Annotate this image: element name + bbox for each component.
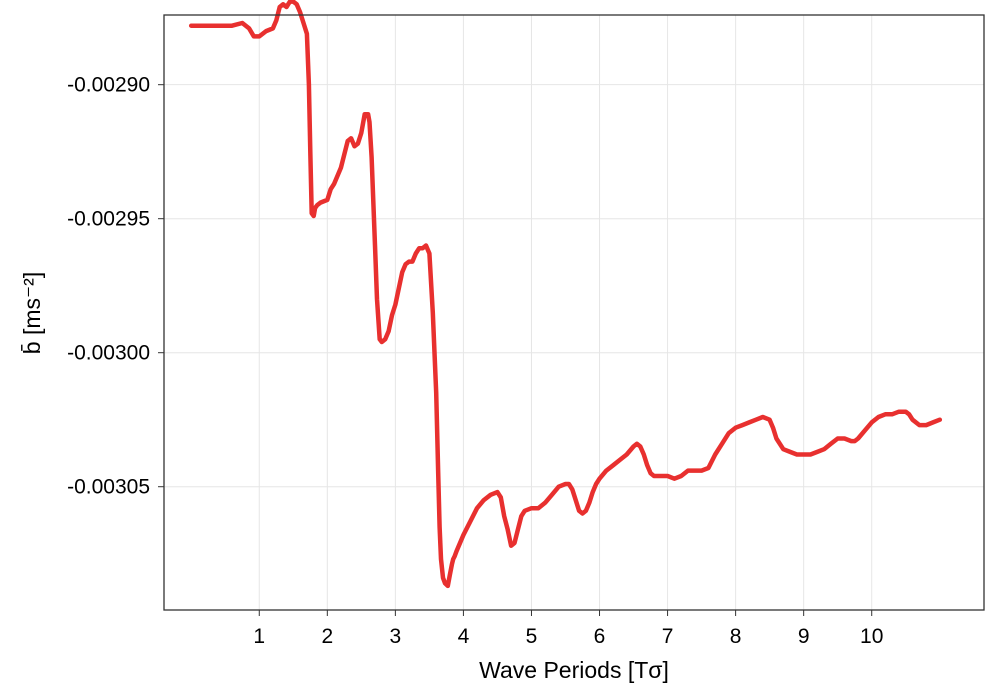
plot-frame [163, 14, 985, 611]
y-tick-label: -0.00295 [67, 208, 150, 231]
x-tick-labels: 1 2 3 4 5 6 7 8 9 10 [253, 625, 883, 648]
y-tick-labels: -0.00290 -0.00295 -0.00300 -0.00305 [67, 74, 150, 499]
x-tick-label: 10 [860, 625, 883, 648]
y-tick-label: -0.00305 [67, 476, 150, 499]
axis-ticks [158, 84, 873, 616]
x-tick-label: 4 [458, 625, 470, 648]
x-tick-label: 9 [798, 625, 810, 648]
grid-lines [164, 15, 984, 610]
plot-area [188, 0, 943, 589]
x-tick-label: 3 [390, 625, 402, 648]
x-axis-title: Wave Periods [Tσ] [479, 657, 669, 683]
x-tick-label: 5 [526, 625, 538, 648]
series-line [188, 0, 943, 589]
y-axis-title: b̄ [ms⁻²] [19, 272, 45, 354]
x-tick-label: 1 [253, 625, 265, 648]
x-tick-label: 2 [321, 625, 333, 648]
y-tick-label: -0.00290 [67, 74, 150, 97]
x-tick-label: 6 [594, 625, 606, 648]
x-tick-label: 7 [662, 625, 674, 648]
x-tick-label: 8 [730, 625, 742, 648]
y-tick-label: -0.00300 [67, 342, 150, 365]
